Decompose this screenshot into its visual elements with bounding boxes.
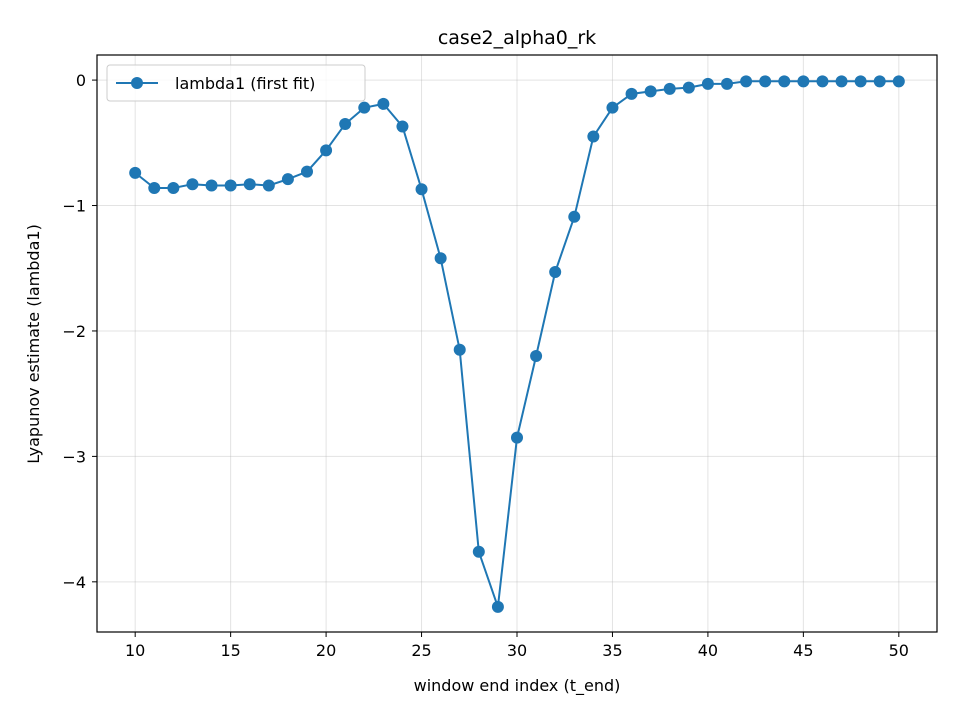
x-tick-label: 15 — [220, 641, 240, 660]
x-tick-label: 35 — [602, 641, 622, 660]
data-point — [740, 75, 753, 88]
x-tick-label: 30 — [507, 641, 527, 660]
x-tick-label: 20 — [316, 641, 336, 660]
data-point — [167, 181, 180, 194]
data-point — [224, 179, 237, 192]
grid — [97, 55, 937, 632]
data-point — [377, 97, 390, 110]
data-point — [854, 75, 867, 88]
data-point — [415, 183, 428, 196]
data-point — [530, 350, 543, 363]
data-point — [281, 173, 294, 186]
legend-marker — [131, 77, 143, 89]
series-layer — [129, 75, 905, 613]
x-tick-label: 25 — [411, 641, 431, 660]
legend-label: lambda1 (first fit) — [175, 74, 315, 93]
data-point — [396, 120, 409, 133]
data-point — [625, 87, 638, 100]
data-point — [243, 178, 256, 191]
data-point — [472, 545, 485, 558]
data-point — [568, 210, 581, 223]
y-axis-label: Lyapunov estimate (lambda1) — [24, 224, 43, 464]
x-tick-label: 45 — [793, 641, 813, 660]
data-point — [759, 75, 772, 88]
x-tick-label: 10 — [125, 641, 145, 660]
data-point — [453, 343, 466, 356]
legend-box — [106, 64, 366, 102]
data-point — [873, 75, 886, 88]
data-point — [892, 75, 905, 88]
data-point — [606, 101, 619, 114]
legend: lambda1 (first fit) — [106, 64, 366, 102]
x-tick-label: 40 — [698, 641, 718, 660]
data-point — [148, 181, 161, 194]
data-point — [205, 179, 218, 192]
x-axis: 10 15 20 25 30 35 40 45 50 — [125, 632, 909, 660]
data-point — [549, 266, 562, 279]
data-point — [721, 77, 733, 90]
data-point — [816, 75, 829, 88]
y-tick-label: −1 — [62, 197, 86, 216]
y-tick-label: −4 — [62, 573, 86, 592]
data-point — [682, 81, 695, 94]
y-tick-label: 0 — [76, 71, 86, 90]
chart-title: case2_alpha0_rk — [438, 27, 596, 49]
data-point — [491, 600, 504, 613]
y-axis: 0 −1 −2 −3 −4 — [62, 71, 97, 592]
data-point — [434, 252, 447, 265]
data-point — [186, 178, 199, 191]
x-axis-label: window end index (t_end) — [414, 676, 621, 696]
data-point — [778, 75, 791, 88]
data-point — [339, 117, 352, 130]
y-tick-label: −2 — [62, 322, 86, 341]
data-point — [663, 82, 676, 95]
data-point — [797, 75, 810, 88]
y-tick-label: −3 — [62, 447, 86, 466]
data-point — [511, 431, 523, 444]
data-point — [320, 144, 333, 157]
data-point — [358, 101, 371, 114]
data-point — [701, 77, 714, 90]
x-tick-label: 50 — [889, 641, 909, 660]
data-point — [301, 165, 313, 178]
data-point — [587, 130, 600, 143]
data-point — [129, 166, 142, 179]
data-point — [644, 85, 657, 98]
data-point — [262, 179, 275, 192]
data-point — [835, 75, 848, 88]
